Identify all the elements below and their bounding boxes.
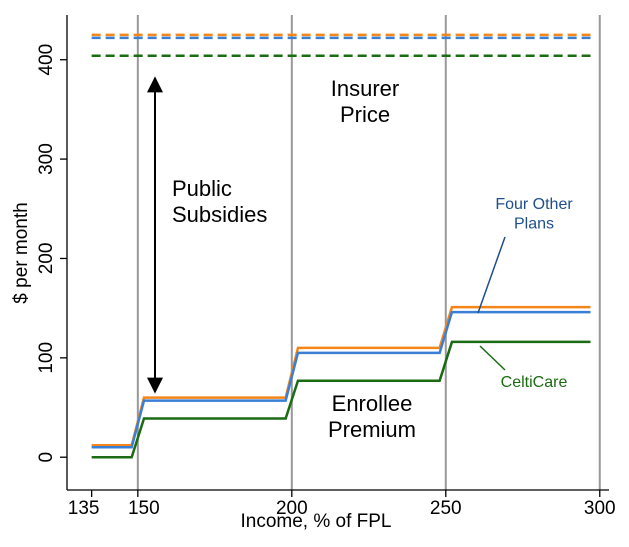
y-tick-label: 200 (36, 243, 57, 275)
x-tick-label: 250 (430, 498, 462, 519)
y-tick-label: 100 (36, 342, 57, 374)
x-tick-label: 135 (68, 498, 100, 519)
y-axis-label: $ per month (11, 202, 32, 303)
step-line (91, 340, 591, 459)
annotation: Premium (328, 417, 416, 442)
step-line (91, 310, 591, 449)
annotation: Price (340, 102, 390, 127)
y-tick-label: 400 (36, 44, 57, 76)
pointer (479, 345, 506, 371)
annotation: Insurer (331, 76, 399, 101)
pointer (477, 236, 506, 314)
annotation: Subsidies (172, 202, 267, 227)
annotation: Plans (514, 215, 554, 232)
annotation: CeltiCare (501, 374, 568, 391)
y-tick-label: 300 (36, 143, 57, 175)
y-tick-label: 0 (36, 452, 57, 463)
x-axis-label: Income, % of FPL (240, 511, 391, 532)
annotation: Public (172, 176, 232, 201)
x-tick-label: 300 (584, 498, 616, 519)
x-tick-label: 150 (128, 498, 160, 519)
x-tick-label: 200 (276, 498, 308, 519)
annotation: Enrollee (332, 391, 413, 416)
annotation: Four Other (495, 196, 573, 213)
